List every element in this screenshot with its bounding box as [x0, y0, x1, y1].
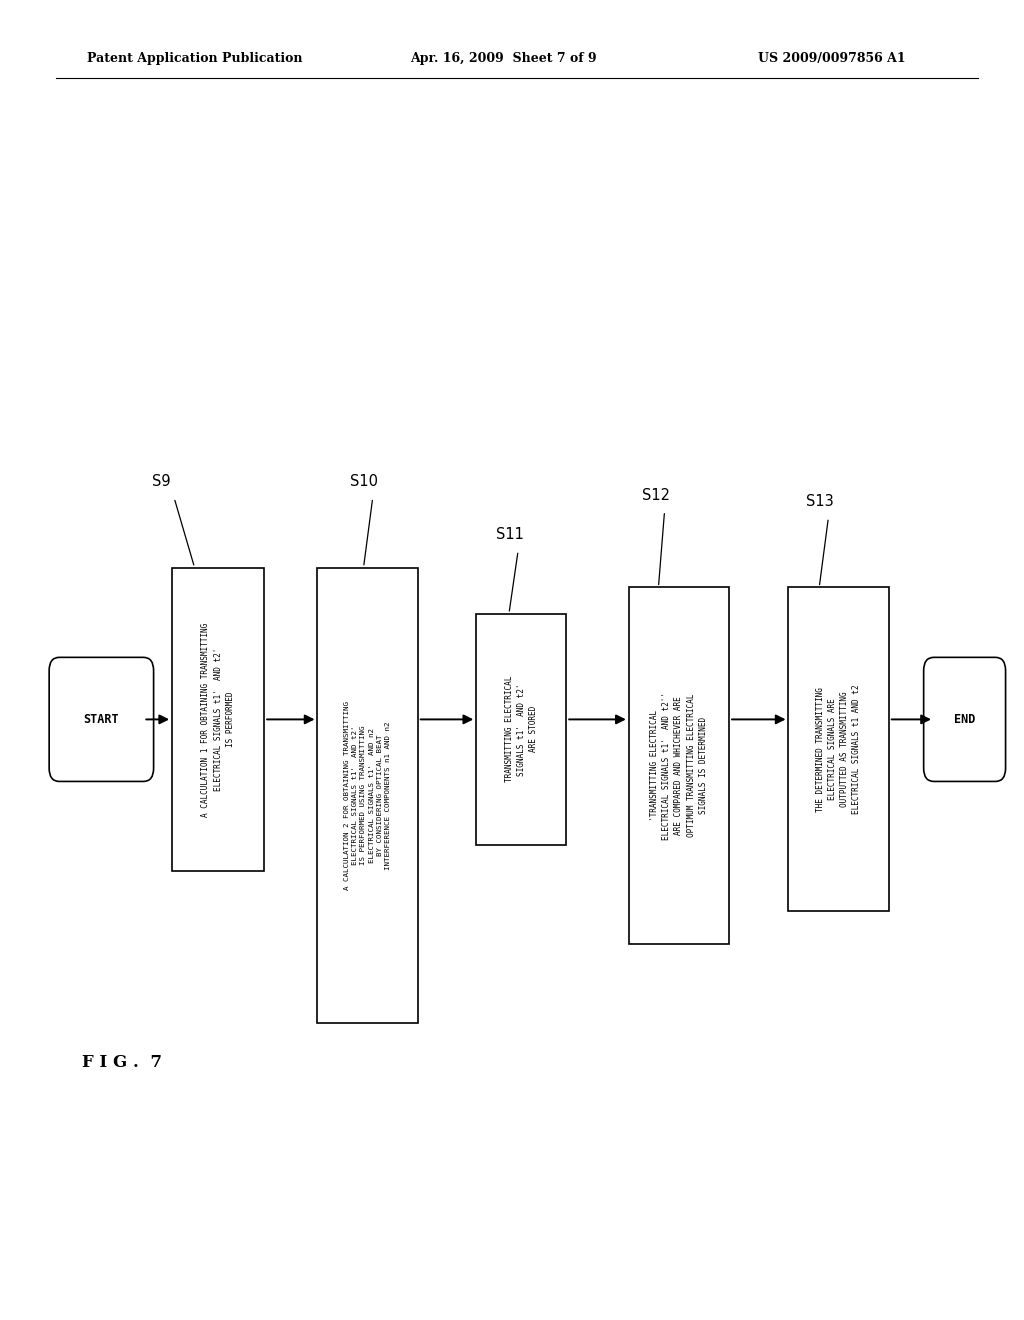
Text: S11: S11	[496, 527, 523, 543]
Text: A CALCULATION 1 FOR OBTAINING TRANSMITTING
ELECTRICAL SIGNALS t1'  AND t2'
IS PE: A CALCULATION 1 FOR OBTAINING TRANSMITTI…	[202, 622, 234, 817]
Text: Apr. 16, 2009  Sheet 7 of 9: Apr. 16, 2009 Sheet 7 of 9	[410, 51, 596, 65]
Text: S9: S9	[152, 474, 170, 490]
FancyBboxPatch shape	[49, 657, 154, 781]
Text: 'TRANSMITTING ELECTRICAL
ELECTRICAL SIGNALS t1'  AND t2''
ARE COMPARED AND WHICH: 'TRANSMITTING ELECTRICAL ELECTRICAL SIGN…	[650, 692, 708, 840]
Text: S10: S10	[350, 474, 378, 490]
Text: F I G .  7: F I G . 7	[82, 1055, 162, 1071]
Text: END: END	[954, 713, 975, 726]
Text: TRANSMITTING ELECTRICAL
SIGNALS t1'  AND t2'
ARE STORED: TRANSMITTING ELECTRICAL SIGNALS t1' AND …	[505, 676, 538, 783]
Text: S13: S13	[806, 494, 834, 510]
Text: S12: S12	[642, 487, 670, 503]
Bar	[629, 587, 729, 944]
Bar	[476, 614, 566, 845]
Bar	[788, 587, 889, 911]
Text: A CALCULATION 2 FOR OBTAINING TRANSMITTING
ELECTRICAL SIGNALS t1'  AND t2'
IS PE: A CALCULATION 2 FOR OBTAINING TRANSMITTI…	[344, 701, 391, 890]
Text: Patent Application Publication: Patent Application Publication	[87, 51, 302, 65]
Text: START: START	[84, 713, 119, 726]
Text: THE DETERMINED TRANSMITTING
ELECTRICAL SIGNALS ARE
OUTPUTTED AS TRANSMITTING
ELE: THE DETERMINED TRANSMITTING ELECTRICAL S…	[816, 684, 861, 814]
Text: US 2009/0097856 A1: US 2009/0097856 A1	[758, 51, 905, 65]
Bar	[317, 568, 418, 1023]
Bar	[172, 568, 264, 871]
FancyBboxPatch shape	[924, 657, 1006, 781]
